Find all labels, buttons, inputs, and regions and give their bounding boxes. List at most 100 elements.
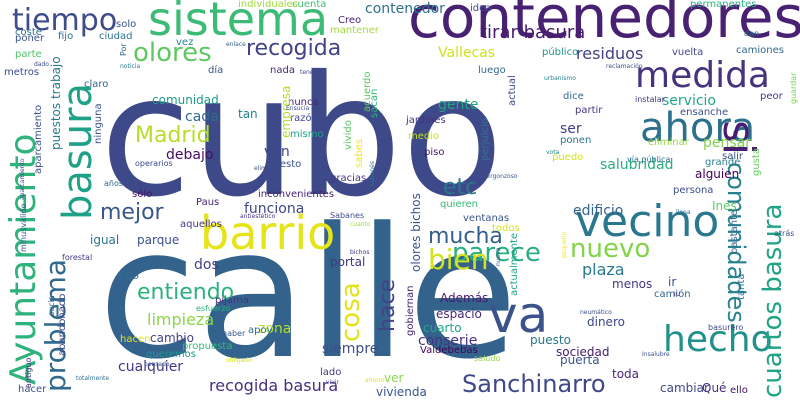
word: tan [238, 107, 258, 121]
word: atrás [774, 229, 795, 238]
word: Paus [196, 197, 220, 208]
word: puedo [552, 152, 584, 163]
word: dan [744, 29, 760, 38]
word: persona [673, 185, 714, 196]
word: público [542, 47, 579, 58]
word: claro [84, 79, 109, 90]
word: jardines [406, 115, 446, 126]
word: antiguo [24, 357, 33, 388]
word: residuos [576, 44, 644, 63]
word: cualquier [118, 359, 184, 375]
word: portal [330, 255, 366, 269]
word: perjuicio [480, 118, 491, 161]
word: poner [15, 33, 45, 44]
word: Inés [712, 199, 737, 213]
word: antiestético [240, 213, 276, 220]
word: ninguna [93, 103, 104, 144]
word: parte [15, 49, 42, 60]
word: mantener [330, 25, 379, 36]
word: ello [730, 385, 748, 396]
word: siempre [322, 341, 379, 357]
word: salir [722, 151, 744, 162]
word: minusválido [19, 203, 28, 252]
word: gracias [330, 173, 367, 184]
word: sucia [47, 295, 56, 316]
word: obra [136, 103, 150, 110]
word: camión [654, 289, 691, 300]
word: mucha [428, 224, 503, 249]
word: basurero [708, 323, 744, 332]
word: conserje [418, 333, 478, 349]
word: olores bichos [409, 193, 423, 272]
word: limpieza [147, 310, 215, 329]
word: vota [546, 149, 560, 156]
word: vez [176, 37, 194, 48]
word: sistema [148, 0, 329, 46]
word: cambio [150, 331, 194, 345]
word: nada [270, 65, 295, 76]
word: contenedor [365, 1, 445, 17]
word: menos [612, 277, 653, 291]
word: vecino [575, 196, 720, 247]
word: Sanchinarro [462, 370, 606, 398]
word: esfuerzo [196, 304, 231, 313]
word: eliminar [648, 137, 689, 148]
word: IU [674, 291, 681, 298]
word: reclamación [606, 63, 643, 70]
word: queremos [146, 349, 196, 360]
word: parque [137, 233, 180, 247]
word: coste [15, 27, 42, 38]
word: inconvenientes [258, 189, 335, 200]
word: cambiar [660, 381, 709, 395]
word: gusta [751, 148, 762, 176]
word: ir [668, 275, 677, 289]
word: todos [492, 223, 520, 234]
word: recogida basura [209, 376, 339, 395]
word: ensanche [680, 107, 729, 118]
word: tanta [736, 273, 747, 300]
word: cubo [100, 41, 504, 234]
word: sitio [118, 271, 139, 282]
word: tirar basura [480, 22, 586, 43]
word: funciona [244, 201, 305, 217]
word: cosa [336, 282, 366, 342]
word: pequeño [561, 231, 568, 258]
word: peor [760, 91, 783, 102]
word: luego [478, 65, 506, 76]
word: tiempo [12, 3, 118, 38]
word: dado [34, 61, 49, 68]
word: vía pública [627, 155, 671, 164]
word: contenedores [408, 0, 800, 51]
word: elimina [254, 165, 277, 172]
word: calle [98, 190, 519, 399]
word: quieren [440, 199, 478, 210]
word: igual [90, 233, 120, 247]
word: medio [408, 131, 440, 142]
word: ahorro [365, 377, 385, 384]
word: operarios [135, 159, 173, 168]
word: totalmente [76, 375, 110, 382]
word: toda [612, 367, 640, 381]
word: espacio [436, 307, 482, 321]
word: llena [676, 209, 691, 216]
word: vivienda [376, 385, 427, 399]
word: permanentes [690, 0, 757, 10]
word: Por [119, 43, 128, 56]
word: cada [185, 109, 219, 125]
word: nueva [495, 247, 502, 266]
word: ciudad [99, 31, 133, 42]
word: Madrid [135, 123, 211, 148]
word: aquellos [180, 219, 222, 230]
word: bien [428, 243, 489, 276]
word: comunidad [152, 93, 219, 107]
word: alguien [695, 167, 740, 181]
word: aparcamiento [33, 104, 44, 174]
word: nunca [288, 97, 319, 108]
word: Sabanes [330, 211, 365, 220]
word: puesto [530, 333, 571, 347]
word: basura [55, 82, 101, 220]
word: aparcamiento [19, 158, 26, 200]
word: camiones [736, 45, 784, 56]
word: dinero [587, 315, 625, 329]
word: ahora [640, 105, 756, 151]
